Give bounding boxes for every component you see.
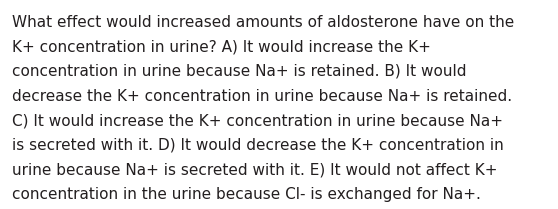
Text: concentration in the urine because Cl- is exchanged for Na+.: concentration in the urine because Cl- i… [12, 187, 481, 202]
Text: decrease the K+ concentration in urine because Na+ is retained.: decrease the K+ concentration in urine b… [12, 89, 512, 104]
Text: C) It would increase the K+ concentration in urine because Na+: C) It would increase the K+ concentratio… [12, 113, 503, 128]
Text: K+ concentration in urine? A) It would increase the K+: K+ concentration in urine? A) It would i… [12, 39, 431, 54]
Text: What effect would increased amounts of aldosterone have on the: What effect would increased amounts of a… [12, 15, 514, 30]
Text: urine because Na+ is secreted with it. E) It would not affect K+: urine because Na+ is secreted with it. E… [12, 163, 498, 178]
Text: is secreted with it. D) It would decrease the K+ concentration in: is secreted with it. D) It would decreas… [12, 138, 504, 153]
Text: concentration in urine because Na+ is retained. B) It would: concentration in urine because Na+ is re… [12, 64, 467, 79]
